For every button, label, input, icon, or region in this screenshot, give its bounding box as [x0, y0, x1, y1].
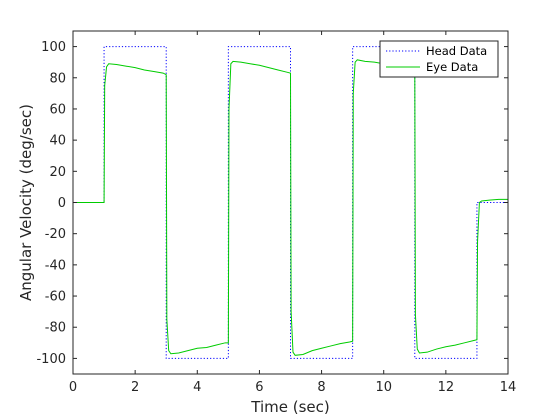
x-axis-label: Time (sec): [250, 398, 329, 416]
y-tick-label: 0: [58, 196, 66, 211]
x-tick-label: 4: [193, 380, 201, 395]
x-tick-label: 14: [500, 380, 517, 395]
legend-label: Head Data: [426, 44, 487, 58]
x-tick-label: 0: [69, 380, 77, 395]
plot-area: 0 2 4 6 8 10 12 14 -100 -80 -60 -40 -20 0 20 40 60 80 100: [36, 30, 516, 395]
y-tick-label: -20: [45, 227, 66, 242]
x-tick-label: 2: [131, 380, 139, 395]
x-tick-label: 8: [317, 380, 325, 395]
y-tick-label: 100: [41, 40, 66, 55]
y-tick-label: 40: [49, 134, 66, 149]
y-tick-label: 60: [49, 102, 66, 117]
y-tick-label: -40: [45, 258, 66, 273]
y-tick-label: -60: [45, 290, 66, 305]
series-layer: [73, 46, 508, 359]
x-tick-label: 10: [375, 380, 392, 395]
x-tick-label: 12: [438, 380, 455, 395]
y-axis-label: Angular Velocity (deg/sec): [17, 104, 35, 301]
legend-label: Eye Data: [426, 60, 478, 74]
tick-layer: 0 2 4 6 8 10 12 14 -100 -80 -60 -40 -20 0 20 40 60 80 100: [36, 31, 516, 395]
y-tick-label: -80: [45, 321, 66, 336]
x-tick-label: 6: [255, 380, 263, 395]
y-tick-label: 20: [49, 165, 66, 180]
legend: Head Data Eye Data: [379, 40, 499, 78]
eye-data-line: [73, 59, 508, 356]
legend-box: [379, 40, 499, 78]
y-tick-label: 80: [49, 71, 66, 86]
y-tick-label: -100: [36, 352, 66, 367]
